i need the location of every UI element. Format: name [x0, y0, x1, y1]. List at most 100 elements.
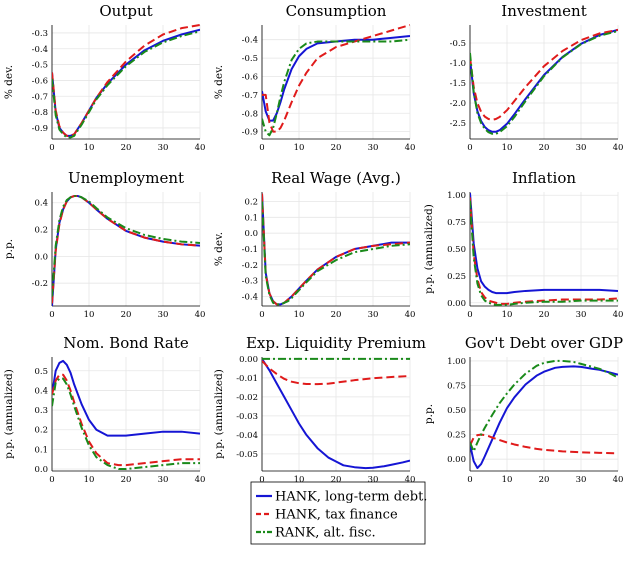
- y-tick-label: -0.5: [32, 61, 48, 71]
- x-tick-label: 0: [467, 143, 472, 153]
- x-tick-label: 10: [84, 475, 95, 485]
- y-tick-label: -0.9: [242, 128, 258, 138]
- y-tick-label: -0.05: [236, 450, 258, 460]
- y-tick-label: -0.2: [32, 279, 48, 289]
- legend-label-rank: RANK, alt. fisc.: [275, 526, 376, 541]
- legend-box: [250, 481, 426, 545]
- chart-panel-3: 0 10 20 30 40 -0.5 -1.0 -1.5 -2.0 -2.5 Investment: [450, 2, 624, 153]
- y-tick-label: 0.50: [447, 406, 466, 416]
- x-tick-label: 10: [502, 143, 513, 153]
- y-tick-label: 0.00: [447, 455, 466, 465]
- y-tick-label: -0.5: [242, 54, 258, 64]
- series-line-tax: [52, 373, 200, 467]
- x-tick-label: 10: [502, 310, 513, 320]
- x-tick-label: 0: [467, 310, 472, 320]
- y-tick-label: -0.02: [236, 393, 258, 403]
- y-tick-label: 0.1: [34, 445, 48, 455]
- x-tick-label: 30: [368, 143, 379, 153]
- x-tick-label: 20: [121, 143, 132, 153]
- x-tick-label: 20: [539, 310, 550, 320]
- x-tick-label: 10: [294, 143, 305, 153]
- x-tick-label: 40: [405, 143, 416, 153]
- x-tick-label: 0: [259, 143, 264, 153]
- x-tick-label: 30: [576, 310, 587, 320]
- chart-title: Inflation: [512, 169, 576, 187]
- y-tick-label: -0.7: [32, 92, 48, 102]
- y-axis-label: p.p.: [423, 404, 435, 424]
- y-tick-label: -0.7: [242, 91, 258, 101]
- series-line-tax: [470, 197, 618, 305]
- y-axis-label: p.p. (annualized): [423, 204, 435, 294]
- series-line-tax: [470, 28, 618, 121]
- series-line-rank: [470, 200, 618, 306]
- chart-title: Nom. Bond Rate: [63, 334, 189, 352]
- legend: HANK, long-term debt. HANK, tax finance RA…: [250, 481, 427, 545]
- chart-title: Gov't Debt over GDP: [465, 334, 623, 352]
- y-tick-label: -0.8: [32, 108, 48, 118]
- x-tick-label: 40: [405, 475, 416, 485]
- y-axis-label: p.p.: [3, 239, 15, 259]
- series-line-tax: [262, 24, 410, 133]
- y-axis-label: p.p. (annualized): [3, 369, 15, 459]
- x-tick-label: 10: [502, 475, 513, 485]
- x-tick-label: 30: [368, 310, 379, 320]
- y-tick-label: -0.9: [32, 124, 48, 134]
- x-tick-label: 40: [613, 475, 624, 485]
- y-tick-label: -1.0: [450, 59, 466, 69]
- y-axis-label: % dev.: [213, 65, 225, 99]
- y-tick-label: 0.0: [244, 229, 258, 239]
- chart-title: Consumption: [286, 2, 387, 20]
- chart-panel-2: 0 10 20 30 40 -0.4 -0.5 -0.6 -0.7 -0.8 -0.9 Consump…: [213, 2, 415, 153]
- y-tick-label: 0.5: [34, 367, 48, 377]
- y-tick-label: -0.4: [242, 293, 258, 303]
- chart-panel-4: 0 10 20 30 40 0.4 0.2 0.0 -0.2 Unemployment p.p.: [3, 169, 205, 320]
- y-tick-label: 0.2: [244, 198, 258, 208]
- chart-panel-8: 0 10 20 30 40 0.00 -0.01 -0.02 -0.03 -0.04 -0.05 Ex…: [213, 334, 426, 485]
- y-tick-label: 0.25: [447, 272, 466, 282]
- y-axis-label: % dev.: [213, 232, 225, 266]
- y-tick-label: -0.2: [242, 261, 258, 271]
- y-tick-label: -0.03: [236, 412, 258, 422]
- y-tick-label: -2.0: [450, 99, 466, 109]
- x-tick-label: 30: [158, 475, 169, 485]
- y-tick-label: -0.01: [236, 374, 258, 384]
- x-tick-label: 0: [49, 475, 54, 485]
- x-tick-label: 0: [49, 143, 54, 153]
- series-line-tax: [470, 433, 618, 455]
- series-line-rank: [262, 201, 410, 306]
- chart-title: Output: [99, 2, 152, 20]
- y-axis-label: p.p. (annualized): [213, 369, 225, 459]
- y-tick-label: -0.6: [242, 72, 258, 82]
- chart-title: Real Wage (Avg.): [271, 169, 401, 187]
- y-tick-label: 0.3: [34, 406, 48, 416]
- chart-title: Exp. Liquidity Premium: [246, 334, 426, 352]
- x-tick-label: 20: [331, 310, 342, 320]
- x-tick-label: 0: [259, 475, 264, 485]
- y-tick-label: 0.1: [244, 213, 258, 223]
- x-tick-label: 30: [576, 475, 587, 485]
- series-line-hank: [470, 193, 618, 295]
- x-tick-label: 20: [539, 475, 550, 485]
- y-tick-label: -0.4: [32, 45, 48, 55]
- series-line-rank: [262, 38, 410, 137]
- y-tick-label: -1.5: [450, 79, 466, 89]
- series-line-rank: [52, 30, 200, 139]
- x-tick-label: 40: [195, 310, 206, 320]
- x-tick-label: 40: [195, 475, 206, 485]
- x-tick-label: 20: [331, 143, 342, 153]
- y-tick-label: 0.2: [34, 426, 48, 436]
- series-line-rank: [470, 30, 618, 135]
- y-tick-label: -0.3: [242, 277, 258, 287]
- y-tick-label: 0.0: [34, 252, 48, 262]
- legend-label-hank: HANK, long-term debt.: [275, 490, 427, 505]
- series-line-tax: [262, 193, 410, 306]
- y-tick-label: -0.4: [242, 36, 258, 46]
- y-tick-label: -0.6: [32, 76, 48, 86]
- legend-label-tax: HANK, tax finance: [275, 508, 398, 523]
- y-tick-label: 0.75: [447, 218, 466, 228]
- y-tick-label: 0.75: [447, 382, 466, 392]
- y-tick-label: -0.5: [450, 39, 466, 49]
- chart-title: Investment: [501, 2, 586, 20]
- x-tick-label: 40: [613, 143, 624, 153]
